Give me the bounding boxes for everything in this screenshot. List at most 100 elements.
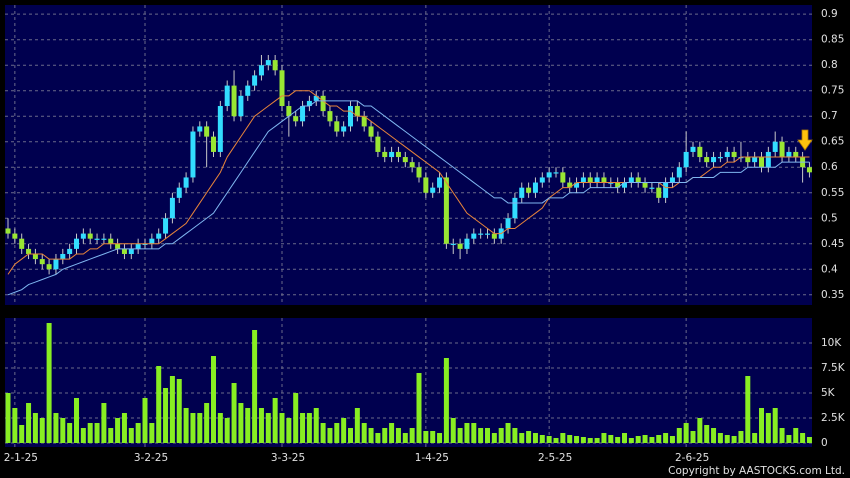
- volume-bar: [39, 418, 45, 443]
- candle-body: [402, 157, 408, 163]
- y-tick-label: 0.65: [821, 136, 844, 148]
- candle-body: [354, 106, 360, 117]
- candle-body: [478, 233, 484, 235]
- candle-body: [430, 187, 436, 193]
- volume-bar: [580, 437, 586, 443]
- candle-body: [683, 151, 689, 168]
- volume-bar: [313, 408, 319, 443]
- volume-bar: [628, 438, 634, 443]
- candle-body: [512, 197, 518, 219]
- candle-body: [752, 157, 758, 163]
- candle-body: [382, 151, 388, 158]
- volume-bar: [142, 398, 148, 443]
- volume-bar: [348, 428, 353, 443]
- candle-body: [704, 157, 710, 163]
- x-tick-label: 1-4-25: [415, 452, 449, 464]
- candle-body: [731, 151, 737, 158]
- candle-body: [293, 116, 299, 122]
- candle-body: [594, 177, 600, 183]
- volume-bar: [231, 383, 237, 443]
- volume-bar: [300, 413, 306, 443]
- candle-body: [772, 141, 778, 152]
- volume-bar: [163, 388, 169, 443]
- volume-bar: [697, 418, 703, 443]
- candle-body: [615, 182, 621, 188]
- volume-bar: [402, 433, 408, 443]
- volume-bar: [443, 358, 449, 443]
- candle-body: [759, 157, 764, 168]
- candle-body: [601, 177, 607, 183]
- candle-body: [341, 126, 347, 132]
- candle-body: [245, 85, 251, 96]
- candle-body: [608, 182, 614, 184]
- x-tick-label: 3-3-25: [271, 452, 305, 464]
- volume-bar: [772, 408, 778, 443]
- candle-body: [67, 248, 73, 254]
- volume-bar: [669, 436, 675, 443]
- y-tick-label: 0.75: [821, 85, 844, 97]
- candle-body: [327, 111, 333, 122]
- candle-body: [745, 157, 751, 163]
- candle-body: [580, 177, 586, 183]
- candle-body: [491, 233, 497, 239]
- y-tick-label: 0.9: [821, 8, 838, 20]
- candle-body: [669, 177, 675, 183]
- volume-bar: [395, 428, 401, 443]
- volume-bar: [320, 423, 326, 443]
- volume-bar: [46, 323, 52, 443]
- volume-bar: [594, 438, 600, 443]
- candle-body: [313, 95, 319, 101]
- y-tick-label: 2.5K: [821, 412, 846, 424]
- candle-body: [128, 248, 134, 254]
- volume-bar: [183, 408, 189, 443]
- candle-body: [375, 136, 381, 152]
- volume-bar: [217, 413, 223, 443]
- volume-bar: [423, 431, 429, 443]
- volume-bar: [608, 435, 614, 443]
- volume-bar: [793, 428, 799, 443]
- volume-bar: [361, 423, 367, 443]
- candle-body: [224, 85, 230, 107]
- volume-bar: [327, 428, 333, 443]
- candle-body: [279, 70, 285, 107]
- candle-body: [26, 248, 32, 254]
- volume-bar: [745, 376, 751, 443]
- candle-body: [300, 106, 306, 122]
- candle-body: [361, 116, 367, 127]
- candle-body: [423, 177, 429, 193]
- volume-bar: [12, 408, 18, 443]
- volume-bar: [546, 436, 552, 443]
- volume-bar: [663, 433, 669, 443]
- x-tick-label: 3-2-25: [134, 452, 168, 464]
- volume-bar: [265, 413, 271, 443]
- volume-bar: [128, 428, 134, 443]
- candle-body: [437, 177, 443, 188]
- x-tick-label: 2-1-25: [4, 452, 38, 464]
- candle-body: [252, 75, 258, 86]
- volume-bar: [60, 418, 66, 443]
- candle-body: [628, 177, 634, 183]
- volume-bar: [704, 425, 710, 443]
- candle-body: [663, 182, 669, 198]
- candle-body: [560, 172, 566, 183]
- y-tick-label: 0.85: [821, 34, 844, 46]
- volume-bar: [717, 433, 723, 443]
- volume-bar: [649, 437, 655, 443]
- candle-body: [211, 136, 216, 152]
- volume-bar: [430, 431, 436, 443]
- candle-body: [231, 85, 237, 117]
- candle-body: [697, 146, 703, 158]
- candle-body: [416, 167, 422, 178]
- candle-body: [183, 177, 189, 188]
- candle-body: [539, 177, 545, 183]
- candle-body: [108, 238, 114, 244]
- candle-body: [676, 167, 682, 178]
- volume-bar: [245, 408, 251, 443]
- candle-body: [409, 162, 415, 168]
- volume-bar: [211, 356, 216, 443]
- candle-body: [642, 182, 648, 188]
- volume-bar: [334, 423, 340, 443]
- candle-body: [217, 106, 223, 152]
- volume-bar: [676, 428, 682, 443]
- candle-body: [149, 238, 155, 244]
